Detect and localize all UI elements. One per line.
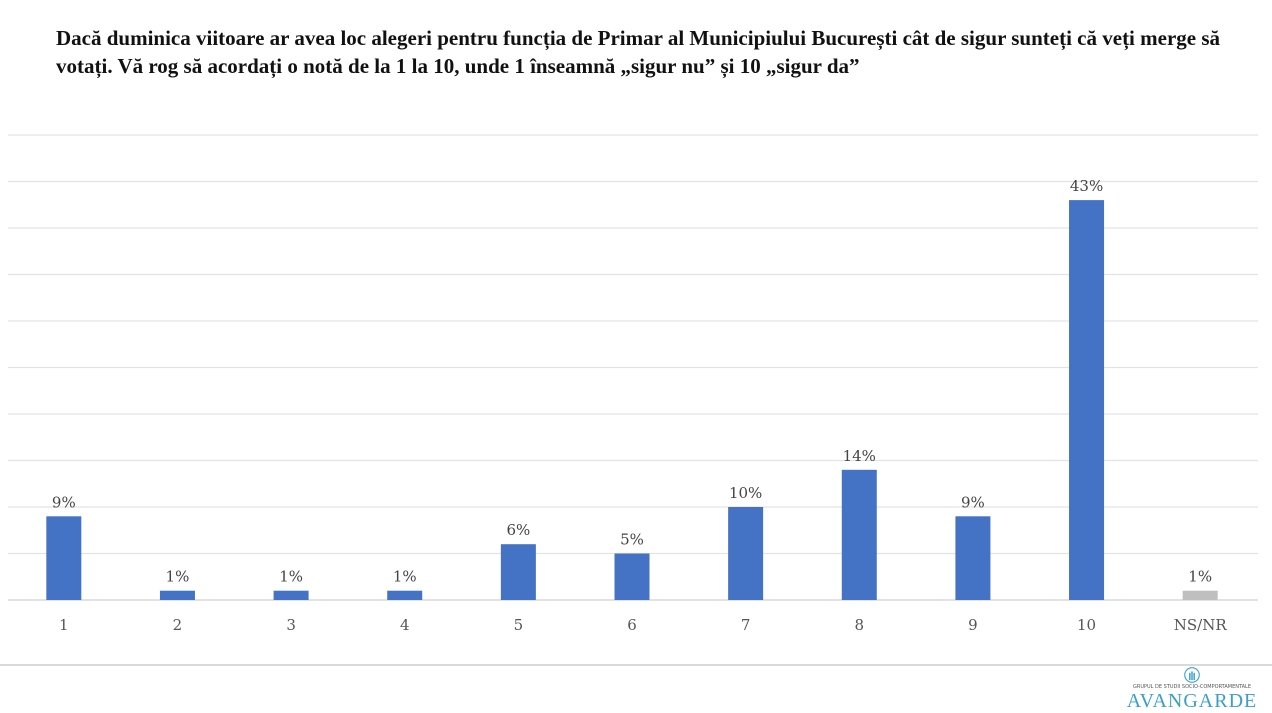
bar-chart: 9% 1 1% 2 1% 3 1% 4 6% 5 5% 6 10% 7 14% 8 9% 9 43% 10 1% NS/N… <box>8 134 1258 634</box>
data-label: 1% <box>1188 568 1212 586</box>
x-tick-label: 5 <box>514 616 524 634</box>
bar-6 <box>614 553 650 600</box>
x-tick-label: 6 <box>627 616 637 634</box>
x-tick-label: 9 <box>968 616 978 634</box>
logo-icon <box>1184 667 1200 683</box>
data-label: 9% <box>52 493 76 511</box>
data-label: 5% <box>620 531 644 549</box>
chart-title: Dacă duminica viitoare ar avea loc alege… <box>56 26 1221 78</box>
footer-divider <box>0 664 1272 666</box>
x-tick-label: 8 <box>854 616 864 634</box>
logo-subtitle: GRUPUL DE STUDII SOCIO-COMPORTAMENTALE <box>1132 684 1252 690</box>
bar-1 <box>46 516 82 600</box>
bar-NS/NR <box>1182 590 1218 600</box>
data-label: 10% <box>729 484 762 502</box>
x-tick-label: 1 <box>59 616 69 634</box>
data-label: 43% <box>1070 177 1103 195</box>
x-tick-label: NS/NR <box>1174 616 1228 634</box>
bar-8 <box>841 469 877 600</box>
x-tick-label: 2 <box>173 616 183 634</box>
bar-4 <box>387 590 423 600</box>
bar-10 <box>1069 200 1105 600</box>
bar-5 <box>500 544 536 600</box>
data-label: 6% <box>506 521 530 539</box>
x-tick-label: 3 <box>286 616 296 634</box>
data-label: 1% <box>393 568 417 586</box>
data-label: 9% <box>961 493 985 511</box>
data-label: 1% <box>279 568 303 586</box>
bar-2 <box>159 590 195 600</box>
x-tick-label: 10 <box>1077 616 1096 634</box>
logo-name: AVANGARDE <box>1126 690 1258 712</box>
bar-9 <box>955 516 991 600</box>
bar-3 <box>273 590 309 600</box>
avangarde-logo: GRUPUL DE STUDII SOCIO-COMPORTAMENTALE A… <box>1112 667 1272 713</box>
data-label: 1% <box>166 568 190 586</box>
data-label: 14% <box>843 447 876 465</box>
x-tick-label: 4 <box>400 616 410 634</box>
x-tick-label: 7 <box>741 616 751 634</box>
bar-7 <box>728 507 764 600</box>
